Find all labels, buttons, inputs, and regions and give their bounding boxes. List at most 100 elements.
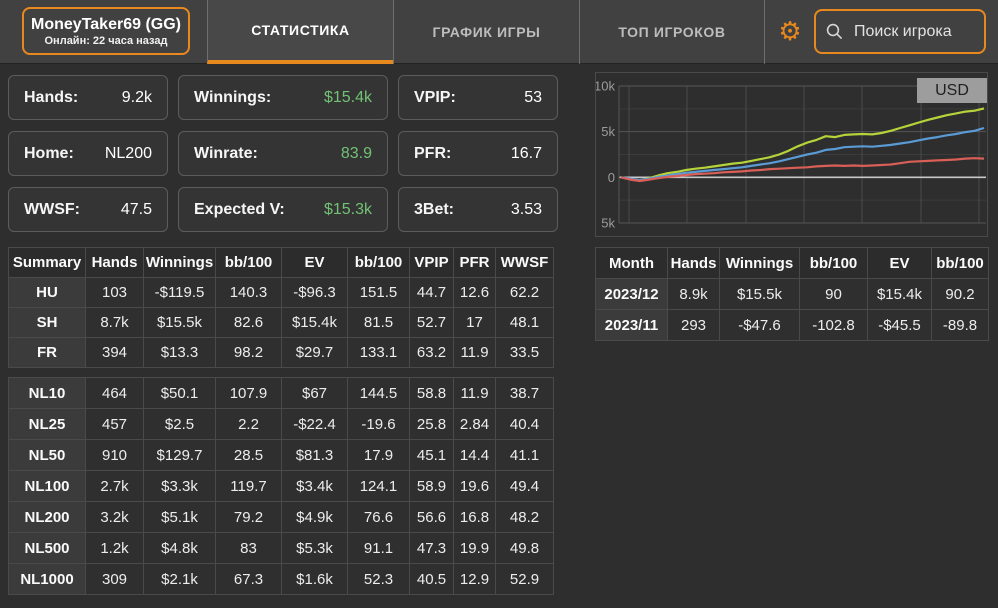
cell: 47.3 [410,533,454,564]
stat-label: Hands: [24,89,78,107]
cell: 12.6 [454,278,496,308]
stat-label: Home: [24,145,74,163]
stat-label: PFR: [414,145,451,163]
summary-table: SummaryHandsWinningsbb/100EVbb/100VPIPPF… [8,247,554,368]
cell: 119.7 [216,471,282,502]
table-row: NL1000309$2.1k67.3$1.6k52.340.512.952.9 [9,564,554,595]
cell: 394 [86,338,144,368]
y-axis-tick-label: 0 [608,170,615,185]
cell: 62.2 [496,278,554,308]
stat-box: Expected V:$15.3k [178,187,388,232]
player-name: MoneyTaker69 (GG) [31,15,181,34]
cell: 98.2 [216,338,282,368]
cell: 19.9 [454,533,496,564]
cell: $4.9k [282,502,348,533]
cell: 12.9 [454,564,496,595]
cell: 293 [668,310,720,341]
cell: 151.5 [348,278,410,308]
cell: 33.5 [496,338,554,368]
cell: 457 [86,409,144,440]
cell: 16.8 [454,502,496,533]
cell: $3.4k [282,471,348,502]
cell: $4.8k [144,533,216,564]
cell: $50.1 [144,378,216,409]
cell: 90 [800,279,868,310]
table-row: NL10464$50.1107.9$67144.558.811.938.7 [9,378,554,409]
column-header: VPIP [410,248,454,278]
top-bar: MoneyTaker69 (GG) Онлайн: 22 часа назад … [0,0,998,64]
tab[interactable]: СТАТИСТИКА [207,0,393,64]
table-row: NL5001.2k$4.8k83$5.3k91.147.319.949.8 [9,533,554,564]
row-label: NL100 [9,471,86,502]
stat-label: VPIP: [414,89,456,107]
tab[interactable]: ТОП ИГРОКОВ [579,0,765,64]
cell: 40.4 [496,409,554,440]
stat-label: Winrate: [194,145,258,163]
search-input[interactable] [852,22,974,42]
cell: 140.3 [216,278,282,308]
player-online-status: Онлайн: 22 часа назад [45,34,168,48]
table-row: HU103-$119.5140.3-$96.3151.544.712.662.2 [9,278,554,308]
cell: 14.4 [454,440,496,471]
cell: 17 [454,308,496,338]
cell: 910 [86,440,144,471]
stat-box: Hands:9.2k [8,75,168,120]
cell: 49.4 [496,471,554,502]
stat-label: 3Bet: [414,201,454,219]
column-header: WWSF [496,248,554,278]
cell: 8.7k [86,308,144,338]
cell: 52.3 [348,564,410,595]
cell: -$96.3 [282,278,348,308]
cell: $15.5k [144,308,216,338]
cell: 124.1 [348,471,410,502]
row-label: NL10 [9,378,86,409]
stat-value: NL200 [105,145,152,163]
stat-box: PFR:16.7 [398,131,558,176]
cell: 63.2 [410,338,454,368]
row-label: NL1000 [9,564,86,595]
stat-box: Home: NL200 [8,131,168,176]
column-header: bb/100 [216,248,282,278]
cell: $5.3k [282,533,348,564]
month-table: MonthHandsWinningsbb/100EVbb/1002023/128… [595,247,989,341]
cell: 48.1 [496,308,554,338]
column-header: EV [282,248,348,278]
y-axis-tick-label: 10k [596,79,615,94]
cell: 11.9 [454,378,496,409]
cell: -89.8 [932,310,989,341]
column-header: Hands [86,248,144,278]
row-label: FR [9,338,86,368]
row-label: NL50 [9,440,86,471]
cell: -$47.6 [720,310,800,341]
row-label: NL25 [9,409,86,440]
currency-toggle-button[interactable]: USD [917,78,987,103]
cell: $15.4k [282,308,348,338]
table-row: NL25457$2.52.2-$22.4-19.625.82.8440.4 [9,409,554,440]
cell: 48.2 [496,502,554,533]
cell: 25.8 [410,409,454,440]
stat-label: WWSF: [24,201,80,219]
cell: $29.7 [282,338,348,368]
stakes-table: NL10464$50.1107.9$67144.558.811.938.7NL2… [8,377,554,595]
cell: $15.4k [868,279,932,310]
cell: 19.6 [454,471,496,502]
cell: 45.1 [410,440,454,471]
cell: 11.9 [454,338,496,368]
search-box[interactable] [814,9,986,54]
stat-box: VPIP:53 [398,75,558,120]
y-axis-tick-label: 5k [601,124,615,139]
gear-icon[interactable]: ⚙ [775,16,805,46]
tab[interactable]: ГРАФИК ИГРЫ [393,0,579,64]
cell: 2.84 [454,409,496,440]
cell: 67.3 [216,564,282,595]
stat-value: 3.53 [511,201,542,219]
cell: $15.5k [720,279,800,310]
cell: 17.9 [348,440,410,471]
row-label: SH [9,308,86,338]
cell: 3.2k [86,502,144,533]
row-label: HU [9,278,86,308]
column-header: Winnings [144,248,216,278]
player-info-button[interactable]: MoneyTaker69 (GG) Онлайн: 22 часа назад [22,7,190,55]
column-header: Month [596,248,668,279]
tab-bar: СТАТИСТИКАГРАФИК ИГРЫТОП ИГРОКОВ [207,0,765,64]
